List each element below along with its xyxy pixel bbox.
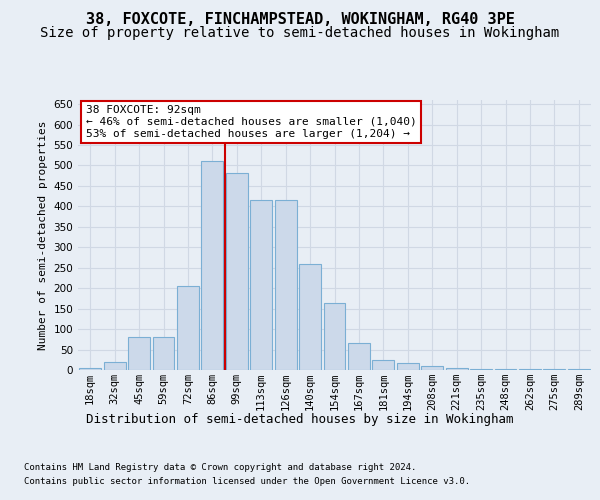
Text: Distribution of semi-detached houses by size in Wokingham: Distribution of semi-detached houses by … [86,412,514,426]
Text: 38, FOXCOTE, FINCHAMPSTEAD, WOKINGHAM, RG40 3PE: 38, FOXCOTE, FINCHAMPSTEAD, WOKINGHAM, R… [86,12,514,28]
Bar [202,162,223,370]
Text: Contains public sector information licensed under the Open Government Licence v3: Contains public sector information licen… [24,477,470,486]
Text: Contains HM Land Registry data © Crown copyright and database right 2024.: Contains HM Land Registry data © Crown c… [24,464,416,472]
Bar [397,362,419,370]
Bar [494,369,517,370]
Bar [250,200,272,370]
Bar [348,344,370,370]
Bar [421,366,443,370]
Y-axis label: Number of semi-detached properties: Number of semi-detached properties [38,120,48,350]
Text: Size of property relative to semi-detached houses in Wokingham: Size of property relative to semi-detach… [40,26,560,40]
Bar [470,369,492,370]
Bar [128,338,150,370]
Bar [275,200,296,370]
Bar [299,264,321,370]
Bar [177,286,199,370]
Bar [519,369,541,370]
Bar [446,368,467,370]
Bar [323,302,346,370]
Bar [104,362,125,370]
Bar [152,338,175,370]
Bar [544,369,565,370]
Text: 38 FOXCOTE: 92sqm
← 46% of semi-detached houses are smaller (1,040)
53% of semi-: 38 FOXCOTE: 92sqm ← 46% of semi-detached… [86,106,416,138]
Bar [568,369,590,370]
Bar [226,173,248,370]
Bar [373,360,394,370]
Bar [79,368,101,370]
